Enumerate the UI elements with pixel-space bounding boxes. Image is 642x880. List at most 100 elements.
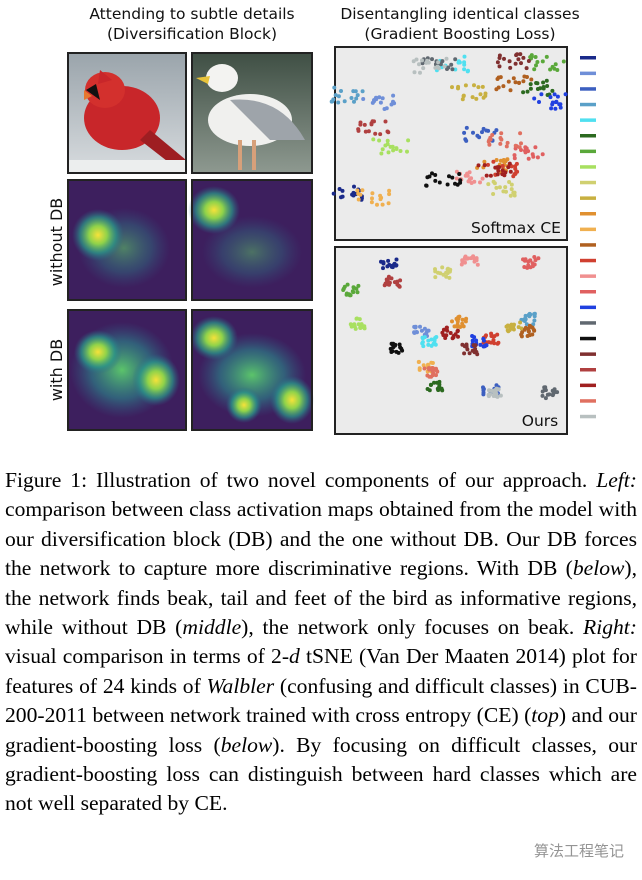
scatter-point: [464, 316, 469, 321]
scatter-point: [550, 100, 555, 105]
caption-text: (confusing and difficult classes) in CUB…: [5, 673, 637, 728]
scatter-point: [462, 62, 467, 67]
scatter-point: [414, 57, 419, 62]
scatter-point: [462, 54, 467, 59]
scatter-point: [530, 264, 535, 269]
scatter-point: [427, 174, 432, 179]
scatter-point: [512, 172, 517, 177]
scatter-point: [421, 344, 426, 349]
scatter-point: [437, 379, 442, 384]
scatter-point: [463, 260, 467, 265]
scatter-point: [375, 202, 379, 207]
scatter-point: [359, 322, 364, 327]
scatter-point: [484, 173, 489, 178]
scatter-point: [513, 61, 518, 66]
scatter-point: [396, 283, 401, 288]
scatter-point: [462, 67, 467, 72]
scatter-point: [529, 77, 534, 82]
scatter-point: [386, 150, 391, 155]
scatter-point: [437, 180, 442, 185]
scatter-point: [463, 254, 468, 259]
scatter-point: [491, 159, 496, 164]
scatter-point: [549, 106, 554, 111]
legend-swatch: [580, 352, 596, 356]
scatter-point: [554, 99, 559, 104]
scatter-point: [467, 177, 472, 182]
scatter-point: [331, 97, 336, 102]
scatter-point: [504, 144, 509, 149]
scatter-point: [430, 361, 435, 365]
scatter-point: [440, 59, 445, 64]
scatter-point: [455, 322, 460, 327]
scatter-point: [532, 318, 537, 323]
scatter-point: [464, 138, 469, 143]
scatter-point: [394, 257, 399, 262]
legend-swatch: [580, 118, 596, 122]
scatter-point: [426, 328, 431, 333]
scatter-point: [491, 192, 496, 196]
scatter-point: [383, 119, 388, 124]
scatter-point: [383, 143, 388, 148]
scatter-point: [412, 330, 417, 335]
scatter-point: [336, 100, 341, 105]
scatter-point: [525, 265, 530, 270]
scatter-point: [492, 181, 497, 186]
scatter-point: [395, 279, 400, 284]
scatter-point: [355, 188, 360, 193]
scatter-point: [361, 97, 366, 101]
scatter-point: [356, 322, 361, 327]
scatter-point: [332, 85, 337, 90]
scatter-point: [452, 324, 457, 329]
scatter-point: [382, 107, 387, 111]
scatter-point: [427, 366, 432, 371]
scatter-point: [501, 189, 506, 194]
scatter-point: [481, 388, 486, 392]
scatter-point: [524, 322, 529, 327]
scatter-point: [424, 60, 429, 65]
scatter-point: [516, 57, 521, 62]
scatter-point: [545, 84, 550, 88]
scatter-point: [467, 351, 472, 356]
scatter-point: [469, 256, 473, 261]
scatter-point: [470, 95, 475, 100]
scatter-point: [460, 97, 465, 102]
scatter-point: [399, 346, 404, 351]
scatter-point: [378, 193, 383, 198]
scatter-point: [535, 60, 540, 64]
scatter-point: [417, 62, 421, 67]
scatter-point: [362, 324, 367, 329]
scatter-point: [380, 96, 385, 101]
scatter-point: [356, 197, 361, 202]
caption-emph: Right:: [583, 615, 637, 640]
scatter-point: [512, 153, 517, 158]
scatter-point: [528, 86, 533, 91]
scatter-point: [345, 282, 350, 287]
scatter-point: [358, 326, 363, 330]
scatter-point: [499, 131, 504, 136]
scatter-point: [502, 56, 506, 61]
scatter-point: [495, 172, 500, 177]
cam-without-db-2: [188, 180, 312, 300]
legend-swatch: [580, 134, 596, 138]
scatter-point: [456, 334, 460, 339]
caption-emph: top: [531, 703, 559, 728]
scatter-point: [524, 66, 529, 71]
scatter-point: [531, 328, 536, 332]
scatter-point: [356, 283, 361, 288]
tsne-panel-bottom: [334, 246, 568, 435]
scatter-point: [541, 85, 546, 89]
scatter-point: [509, 182, 514, 187]
caption-text: ), the network only focuses on beak.: [241, 615, 584, 640]
scatter-point: [474, 96, 479, 101]
scatter-point: [519, 141, 523, 146]
caption-emph: Walbler: [206, 673, 275, 698]
scatter-point: [526, 59, 531, 63]
row-label: without DB: [47, 198, 66, 287]
legend-swatch: [580, 383, 596, 388]
scatter-point: [421, 363, 426, 368]
scatter-point: [422, 366, 427, 371]
scatter-point: [352, 99, 356, 104]
scatter-point: [358, 192, 363, 197]
scatter-point: [453, 57, 458, 62]
scatter-point: [434, 335, 439, 339]
